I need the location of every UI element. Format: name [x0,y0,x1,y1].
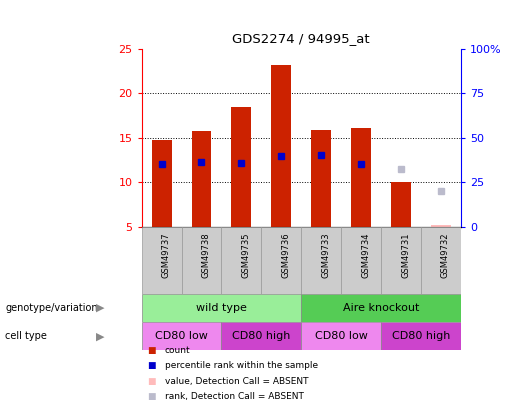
Text: GSM49731: GSM49731 [401,232,410,278]
Bar [421,227,461,294]
Text: ■: ■ [147,377,156,386]
Text: GSM49733: GSM49733 [321,232,330,278]
Bar [221,322,301,350]
Text: GSM49735: GSM49735 [242,232,250,278]
Text: wild type: wild type [196,303,247,313]
Bar [142,322,221,350]
Text: GSM49737: GSM49737 [162,232,170,278]
Bar [381,227,421,294]
Text: count: count [165,346,191,355]
Text: CD80 low: CD80 low [155,331,208,341]
Bar [221,227,261,294]
Bar [341,227,381,294]
Bar [381,322,461,350]
Bar [301,294,461,322]
Text: cell type: cell type [5,331,47,341]
Bar [181,227,221,294]
Bar [431,225,451,227]
Text: GSM49732: GSM49732 [441,232,450,278]
Bar [231,107,251,227]
Bar [142,294,301,322]
Bar [301,322,381,350]
Bar [301,227,341,294]
Text: GSM49736: GSM49736 [281,232,290,278]
Bar [261,227,301,294]
Bar [311,130,331,227]
Text: Aire knockout: Aire knockout [343,303,419,313]
Text: CD80 low: CD80 low [315,331,368,341]
Bar [151,141,171,227]
Bar [192,130,212,227]
Bar [271,65,291,227]
Text: ■: ■ [147,392,156,401]
Text: ■: ■ [147,361,156,370]
Text: ▶: ▶ [96,303,105,313]
Bar [391,182,411,227]
Text: CD80 high: CD80 high [232,331,290,341]
Text: genotype/variation: genotype/variation [5,303,98,313]
Text: value, Detection Call = ABSENT: value, Detection Call = ABSENT [165,377,308,386]
Bar [351,128,371,227]
Text: GSM49738: GSM49738 [201,232,211,278]
Bar [142,227,181,294]
Title: GDS2274 / 94995_at: GDS2274 / 94995_at [232,32,370,45]
Text: percentile rank within the sample: percentile rank within the sample [165,361,318,370]
Text: ■: ■ [147,346,156,355]
Text: ▶: ▶ [96,331,105,341]
Text: CD80 high: CD80 high [392,331,450,341]
Text: GSM49734: GSM49734 [361,232,370,278]
Text: rank, Detection Call = ABSENT: rank, Detection Call = ABSENT [165,392,304,401]
